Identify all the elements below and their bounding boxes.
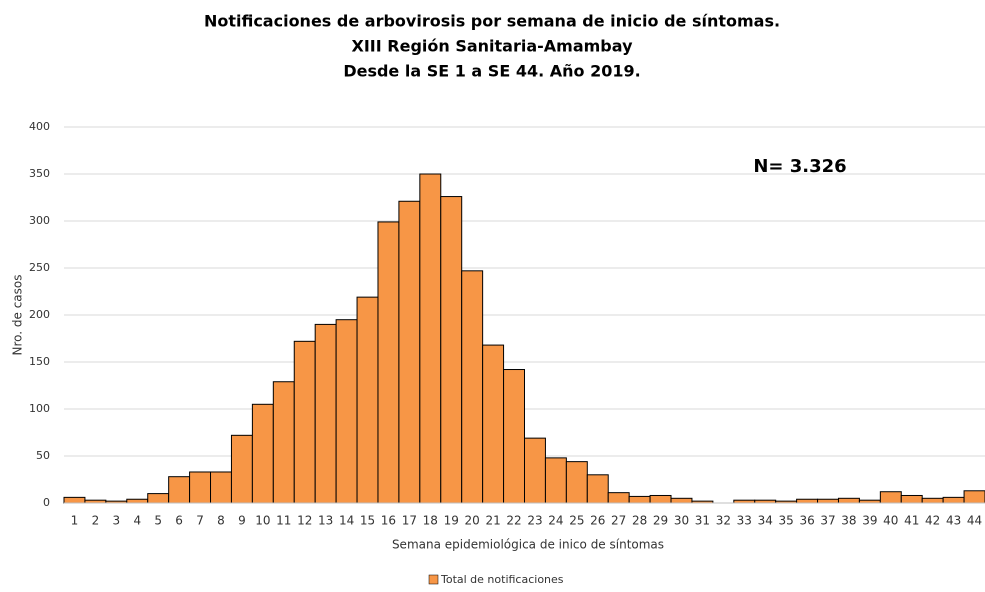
bar xyxy=(879,491,902,504)
bar xyxy=(796,498,819,504)
x-tick-label: 42 xyxy=(925,514,940,528)
chart-title: Notificaciones de arbovirosis por semana… xyxy=(204,12,780,31)
x-tick-label: 21 xyxy=(485,514,500,528)
bar xyxy=(524,437,546,504)
bar xyxy=(482,344,505,504)
legend-swatch xyxy=(428,574,439,585)
x-tick-label: 43 xyxy=(946,514,961,528)
bar xyxy=(921,497,944,504)
x-tick-label: 10 xyxy=(255,514,270,528)
annotation: N= 3.326 xyxy=(753,156,846,177)
x-tick-label: 29 xyxy=(653,514,668,528)
x-tick-label: 37 xyxy=(820,514,835,528)
x-tick-label: 24 xyxy=(548,514,563,528)
bar xyxy=(963,490,985,504)
x-tick-label: 22 xyxy=(506,514,521,528)
bar xyxy=(314,323,337,504)
x-tick-label: 5 xyxy=(154,514,162,528)
x-tick-label: 28 xyxy=(632,514,647,528)
bar xyxy=(419,173,442,504)
bar xyxy=(607,492,630,504)
bar xyxy=(440,196,463,504)
x-tick-label: 19 xyxy=(444,514,459,528)
x-tick-label: 9 xyxy=(238,514,246,528)
bar xyxy=(335,319,358,504)
y-tick-label: 250 xyxy=(29,261,50,274)
x-tick-label: 40 xyxy=(883,514,898,528)
x-tick-label: 44 xyxy=(967,514,982,528)
x-tick-label: 2 xyxy=(92,514,100,528)
x-tick-label: 17 xyxy=(402,514,417,528)
bar xyxy=(586,474,609,504)
x-tick-label: 6 xyxy=(175,514,183,528)
chart-title: Desde la SE 1 a SE 44. Año 2019. xyxy=(343,62,640,81)
x-tick-label: 11 xyxy=(276,514,291,528)
bar xyxy=(628,495,651,504)
y-tick-label: 200 xyxy=(29,308,50,321)
bar xyxy=(168,476,191,504)
y-tick-label: 0 xyxy=(43,496,50,509)
legend-label: Total de notificaciones xyxy=(440,573,564,586)
x-tick-label: 35 xyxy=(779,514,794,528)
bar xyxy=(649,494,672,504)
bar xyxy=(565,461,588,504)
x-tick-label: 3 xyxy=(113,514,121,528)
x-tick-label: 23 xyxy=(527,514,542,528)
y-tick-label: 300 xyxy=(29,214,50,227)
chart-title: XIII Región Sanitaria-Amambay xyxy=(352,37,634,56)
bar xyxy=(544,457,567,504)
y-axis-title: Nro. de casos xyxy=(11,274,25,355)
bar xyxy=(126,498,149,504)
x-tick-label: 41 xyxy=(904,514,919,528)
x-tick-label: 26 xyxy=(590,514,605,528)
bar xyxy=(503,369,525,504)
bar xyxy=(293,340,316,504)
y-tick-label: 50 xyxy=(36,449,50,462)
bar xyxy=(398,200,421,504)
x-tick-label: 32 xyxy=(716,514,731,528)
x-tick-label: 1 xyxy=(71,514,79,528)
x-tick-label: 8 xyxy=(217,514,225,528)
bar xyxy=(942,496,965,504)
x-axis-title: Semana epidemiológica de inico de síntom… xyxy=(392,538,664,552)
x-tick-label: 15 xyxy=(360,514,375,528)
x-tick-label: 25 xyxy=(569,514,584,528)
bar xyxy=(356,296,379,504)
x-tick-label: 13 xyxy=(318,514,333,528)
x-tick-label: 18 xyxy=(423,514,438,528)
x-tick-label: 31 xyxy=(695,514,710,528)
x-tick-label: 27 xyxy=(611,514,626,528)
bar xyxy=(461,270,484,504)
bar xyxy=(272,381,295,504)
bar xyxy=(189,471,212,504)
x-tick-label: 7 xyxy=(196,514,204,528)
x-tick-label: 33 xyxy=(737,514,752,528)
bar xyxy=(63,496,86,504)
x-tick-label: 30 xyxy=(674,514,689,528)
bar xyxy=(900,494,923,504)
bar xyxy=(670,497,693,504)
x-tick-label: 16 xyxy=(381,514,396,528)
y-tick-label: 150 xyxy=(29,355,50,368)
x-tick-label: 38 xyxy=(841,514,856,528)
x-tick-label: 36 xyxy=(799,514,814,528)
bar xyxy=(230,434,253,504)
y-tick-label: 100 xyxy=(29,402,50,415)
x-tick-label: 14 xyxy=(339,514,354,528)
y-tick-label: 400 xyxy=(29,120,50,133)
bar xyxy=(147,493,170,504)
bar xyxy=(251,403,274,504)
y-tick-label: 350 xyxy=(29,167,50,180)
x-tick-label: 20 xyxy=(465,514,480,528)
bar xyxy=(377,221,400,504)
x-tick-label: 39 xyxy=(862,514,877,528)
bar xyxy=(817,498,839,504)
x-tick-label: 4 xyxy=(133,514,141,528)
bar xyxy=(210,471,232,504)
bar xyxy=(837,497,860,504)
x-tick-label: 34 xyxy=(758,514,773,528)
x-tick-label: 12 xyxy=(297,514,312,528)
